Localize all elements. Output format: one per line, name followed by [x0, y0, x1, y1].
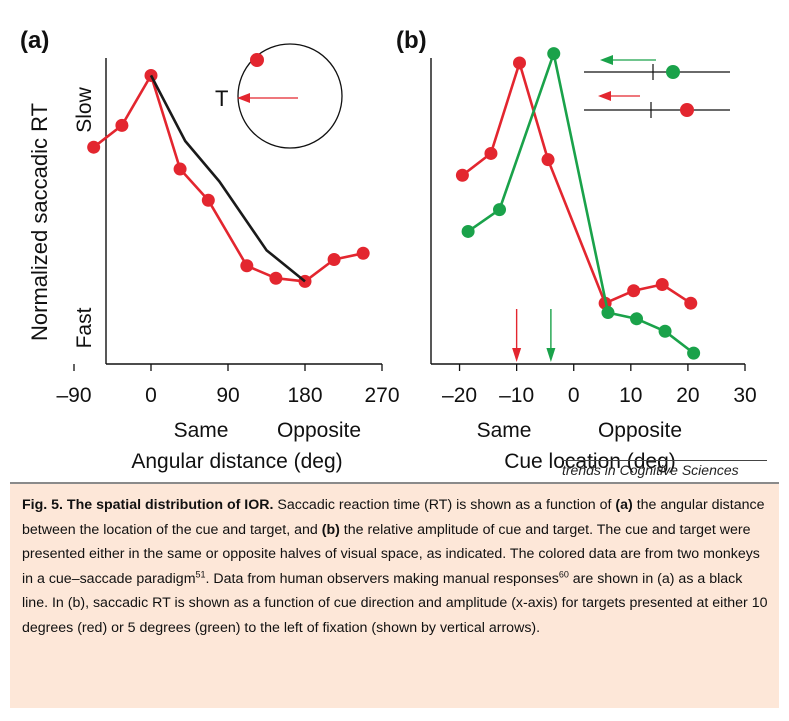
y-label-fast: Fast: [73, 307, 96, 348]
x-tick-label-b-2: 0: [568, 384, 580, 407]
schematic-green-arrow-head: [600, 55, 613, 65]
x-tick-label-b-4: 20: [676, 384, 699, 407]
data-point-b-1-6: [687, 346, 701, 360]
panel-b: (b) –20 –10 0 10 20 30 Same Opposite Cue loca…: [396, 27, 757, 473]
data-point-b-0-0: [455, 168, 469, 182]
series-line-a-1: [149, 74, 306, 283]
series-line-b-1: [467, 52, 695, 355]
panel-a-x-sub-opposite: Opposite: [277, 419, 361, 442]
panel-a-x-sub-same: Same: [174, 419, 229, 442]
x-tick-label-a-2: 90: [216, 384, 239, 407]
x-tick-label-a-0: –90: [56, 384, 91, 407]
data-point-b-1-0: [461, 224, 475, 238]
caption-citation-2: 60: [558, 569, 569, 580]
caption-text-5: are shown in (a) as a black line. In (b)…: [22, 570, 768, 636]
panel-b-x-sub-opposite: Opposite: [598, 419, 682, 442]
data-point-a-0-1: [115, 118, 129, 132]
data-point-a-0-4: [201, 193, 215, 207]
data-point-b-0-7: [684, 296, 698, 310]
angular-inset-diagram: T: [215, 43, 343, 149]
journal-label: trends in Cognitive Sciences: [562, 460, 767, 478]
caption-text-2: the angular distance between the locatio…: [22, 497, 765, 538]
target-arrow-head-1: [546, 348, 556, 362]
caption-text-4: . Data from human observers making manua…: [205, 570, 559, 587]
series-line-b-0: [461, 61, 692, 305]
x-tick-label-a-3: 180: [287, 384, 322, 407]
panel-a-label: (a): [20, 27, 49, 54]
inset-target-letter: T: [215, 86, 228, 111]
data-point-b-1-1: [493, 203, 507, 217]
data-point-b-0-3: [541, 153, 555, 167]
data-point-a-0-6: [269, 271, 283, 285]
inset-arrow-head: [237, 93, 250, 103]
inset-cue-dot: [250, 53, 264, 67]
data-point-b-0-6: [655, 277, 669, 291]
data-point-a-0-3: [173, 162, 187, 176]
schematic-red-dot: [680, 103, 694, 117]
panel-b-x-sub-same: Same: [477, 419, 532, 442]
caption-text-1: Saccadic reaction time (RT) is shown as …: [273, 497, 616, 513]
cue-target-schematic: [584, 55, 730, 118]
panel-a: (a) Normalized saccadic RT Slow Fast –90…: [20, 27, 400, 473]
data-point-b-1-3: [601, 306, 615, 320]
data-point-a-0-5: [240, 259, 254, 273]
figure-caption: Fig. 5. The spatial distribution of IOR.…: [10, 482, 779, 708]
data-point-b-1-4: [630, 312, 644, 326]
data-point-b-0-1: [484, 146, 498, 160]
data-point-a-0-0: [87, 140, 101, 154]
y-label-slow: Slow: [73, 86, 96, 132]
target-arrow-head-0: [512, 348, 522, 362]
y-axis-title: Normalized saccadic RT: [27, 103, 52, 341]
x-tick-label-b-0: –20: [442, 384, 477, 407]
panel-a-x-title: Angular distance (deg): [131, 450, 342, 473]
panel-b-label: (b): [396, 27, 427, 54]
caption-ref-b: (b): [321, 521, 340, 538]
series-line-a-0: [92, 74, 364, 283]
caption-ref-a: (a): [615, 497, 633, 513]
data-point-b-1-5: [658, 324, 672, 338]
panel-b-x-title: Cue location (deg): [504, 450, 676, 473]
schematic-green-dot: [666, 65, 680, 79]
x-tick-label-b-3: 10: [619, 384, 642, 407]
schematic-red-arrow-head: [598, 91, 611, 101]
x-tick-label-b-5: 30: [733, 384, 756, 407]
data-point-b-0-5: [627, 284, 641, 298]
data-point-b-0-2: [512, 56, 526, 70]
data-point-a-0-9: [356, 246, 370, 260]
inset-circle: [237, 43, 343, 149]
data-point-a-0-8: [327, 253, 341, 267]
x-tick-label-b-1: –10: [499, 384, 534, 407]
x-tick-label-a-1: 0: [145, 384, 157, 407]
caption-title: Fig. 5. The spatial distribution of IOR.: [22, 497, 274, 513]
caption-citation-1: 51: [195, 569, 206, 580]
x-tick-label-a-4: 270: [364, 384, 399, 407]
data-point-b-1-2: [547, 47, 561, 61]
caption-text-3: the relative amplitude of cue and target…: [22, 521, 760, 587]
